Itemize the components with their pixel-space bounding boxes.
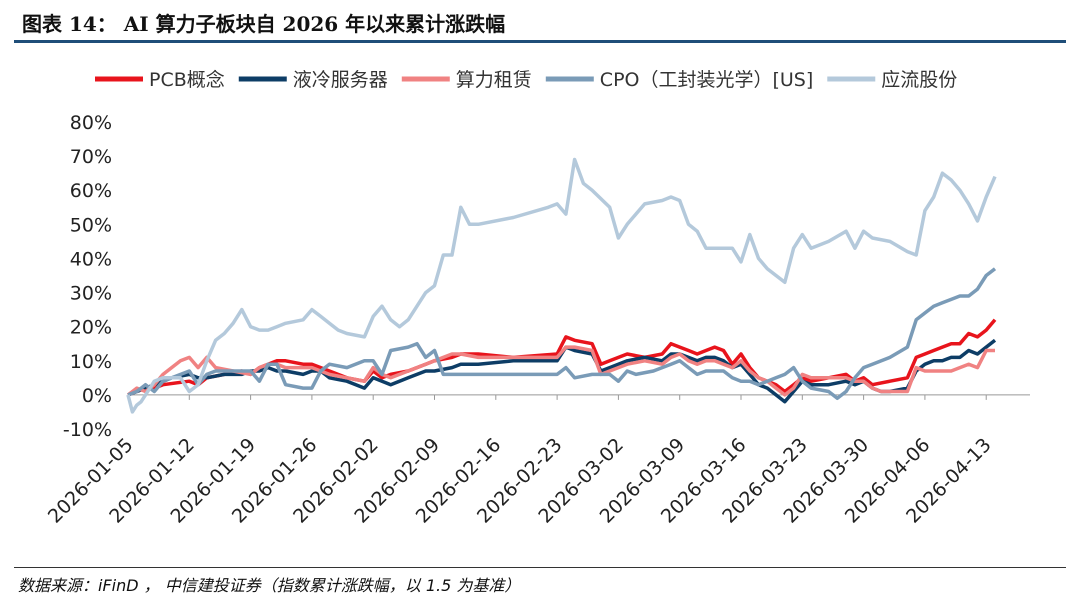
footer-divider: [14, 567, 1066, 568]
series-line: [127, 267, 997, 401]
y-tick-label: 80%: [70, 112, 112, 134]
series-line: [126, 157, 997, 414]
line-chart: PCB概念 液冷服务器 算力租赁 CPO（工封装光学）[US] 应流股份 -10% 0% 1…: [44, 68, 1030, 528]
y-tick-label: 0%: [82, 385, 112, 407]
y-tick-label: 40%: [70, 248, 112, 270]
y-tick-label: -10%: [63, 419, 112, 441]
title-divider: [14, 40, 1066, 43]
y-tick-label: 50%: [70, 214, 112, 236]
chart-title: 图表 14： AI 算力子板块自 2026 年以来累计涨跌幅: [22, 12, 506, 36]
y-tick-label: 70%: [70, 146, 112, 168]
legend-label: 液冷服务器: [293, 69, 388, 91]
y-tick-label: 20%: [70, 317, 112, 339]
series-line: [126, 345, 995, 397]
source-note: 数据来源：iFinD ， 中信建投证券（指数累计涨跌幅，以 1.5 为基准）: [18, 576, 521, 595]
y-tick-label: 10%: [70, 351, 112, 373]
legend-label: 算力租赁: [456, 69, 532, 91]
y-axis: -10% 0% 10% 20% 30% 40% 50% 60% 70% 80%: [63, 112, 112, 441]
legend-label: PCB概念: [149, 68, 225, 91]
plot-area: [126, 157, 997, 414]
legend: PCB概念 液冷服务器 算力租赁 CPO（工封装光学）[US] 应流股份: [95, 68, 957, 91]
y-tick-label: 30%: [70, 283, 112, 305]
x-axis: 2026-01-052026-01-122026-01-192026-01-26…: [44, 394, 1030, 528]
y-tick-label: 60%: [70, 180, 112, 202]
legend-label: CPO（工封装光学）[US]: [600, 69, 813, 91]
legend-label: 应流股份: [881, 69, 957, 91]
